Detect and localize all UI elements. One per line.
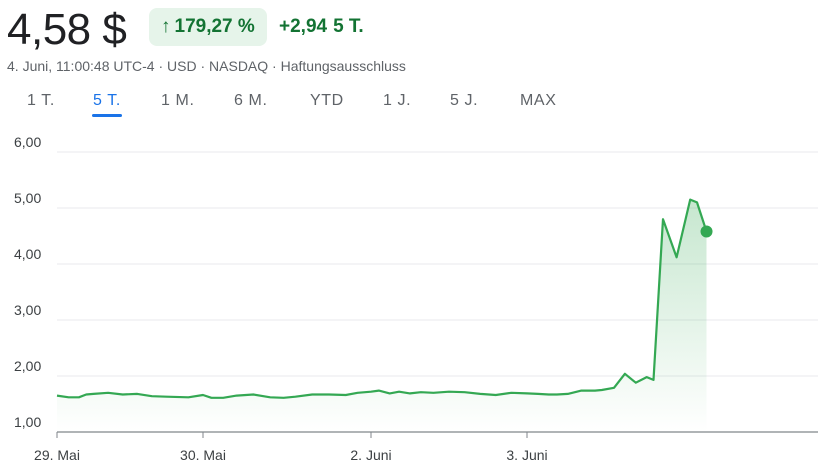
- arrow-up-icon: ↑: [161, 16, 171, 37]
- tab-1-day[interactable]: 1 T.: [27, 92, 55, 109]
- price-area-fill: [57, 199, 707, 432]
- quote-meta: 4. Juni, 11:00:48 UTC-4 · USD · NASDAQ ·…: [7, 58, 406, 74]
- last-price-marker: [700, 225, 713, 238]
- change-percent: 179,27 %: [174, 16, 255, 37]
- x-tick-label: 30. Mai: [180, 447, 226, 463]
- tab-6-months[interactable]: 6 M.: [234, 92, 268, 109]
- change-absolute-value: +2,94: [279, 16, 328, 37]
- y-tick-label: 2,00: [14, 358, 41, 374]
- quote-price: 4,58 $: [7, 5, 127, 54]
- y-tick-label: 5,00: [14, 190, 41, 206]
- x-axis: 29. Mai 30. Mai 2. Juni 3. Juni: [34, 432, 548, 463]
- range-tabs: 1 T. 5 T. 1 M. 6 M. YTD 1 J. 5 J. MAX: [0, 92, 833, 118]
- price-line: [56, 198, 708, 399]
- y-axis-ticks: 6,00 5,00 4,00 3,00 2,00 1,00: [14, 134, 41, 430]
- x-tick-label: 29. Mai: [34, 447, 80, 463]
- y-tick-label: 1,00: [14, 414, 41, 430]
- y-tick-label: 6,00: [14, 134, 41, 150]
- x-tick-label: 2. Juni: [350, 447, 391, 463]
- tab-5-years[interactable]: 5 J.: [450, 92, 479, 109]
- y-tick-label: 4,00: [14, 246, 41, 262]
- active-tab-underline: [92, 114, 122, 117]
- tab-1-month[interactable]: 1 M.: [161, 92, 195, 109]
- y-tick-label: 3,00: [14, 302, 41, 318]
- change-percent-badge: ↑ 179,27 %: [149, 8, 267, 46]
- tab-ytd[interactable]: YTD: [310, 92, 344, 109]
- price-chart[interactable]: 6,005,004,003,002,001,00 29. Mai 30. Mai 2…: [0, 130, 833, 468]
- change-period: 5 T.: [333, 16, 364, 37]
- tab-5-days[interactable]: 5 T.: [93, 92, 121, 109]
- change-absolute: +2,94 5 T.: [279, 16, 364, 38]
- tab-max[interactable]: MAX: [520, 92, 557, 109]
- x-tick-label: 3. Juni: [506, 447, 547, 463]
- tab-1-year[interactable]: 1 J.: [383, 92, 412, 109]
